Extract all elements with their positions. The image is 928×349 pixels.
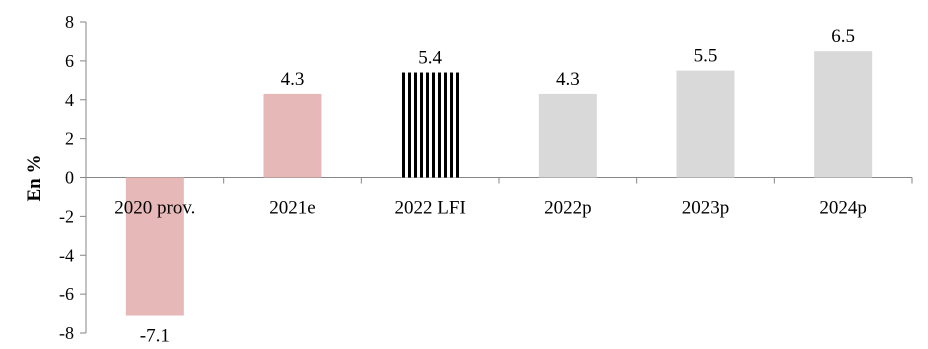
category-labels: 2020 prov. 2021e 2022 LFI 2022p 2023p 2024p bbox=[114, 198, 867, 219]
category-label: 2023p bbox=[682, 198, 730, 219]
category-label: 2021e bbox=[269, 198, 315, 219]
category-label: 2020 prov. bbox=[114, 198, 195, 219]
y-tick-label: -4 bbox=[59, 245, 74, 265]
data-label: 4.3 bbox=[281, 69, 305, 90]
y-tick-label: 8 bbox=[65, 12, 74, 32]
bar bbox=[401, 72, 460, 178]
y-tick-label: -8 bbox=[59, 323, 74, 343]
category-label: 2022 LFI bbox=[395, 198, 466, 219]
bar bbox=[538, 93, 597, 178]
y-tick-label: 4 bbox=[65, 90, 74, 110]
data-label: 5.4 bbox=[418, 48, 442, 69]
data-label: 4.3 bbox=[556, 69, 580, 90]
bar bbox=[263, 93, 322, 178]
y-tick-label: 0 bbox=[65, 168, 74, 188]
y-tick-label: -2 bbox=[59, 206, 74, 226]
y-tick-label: 2 bbox=[65, 129, 74, 149]
bar bbox=[125, 177, 184, 316]
bar bbox=[676, 70, 735, 178]
data-labels: -7.1 4.3 5.4 4.3 5.5 6.5 bbox=[140, 26, 855, 346]
bar bbox=[814, 51, 873, 178]
y-tick-label: -6 bbox=[59, 284, 74, 304]
data-label: 5.5 bbox=[694, 46, 718, 67]
y-axis-label: En % bbox=[24, 155, 45, 202]
x-axis bbox=[85, 177, 913, 184]
y-tick-label: 6 bbox=[65, 51, 74, 71]
data-label: -7.1 bbox=[140, 326, 170, 347]
data-label: 6.5 bbox=[831, 26, 855, 47]
bars bbox=[125, 51, 873, 316]
y-axis: 8 6 4 2 0 -2 -4 -6 -8 bbox=[59, 12, 87, 343]
category-label: 2024p bbox=[819, 198, 867, 219]
category-label: 2022p bbox=[544, 198, 592, 219]
